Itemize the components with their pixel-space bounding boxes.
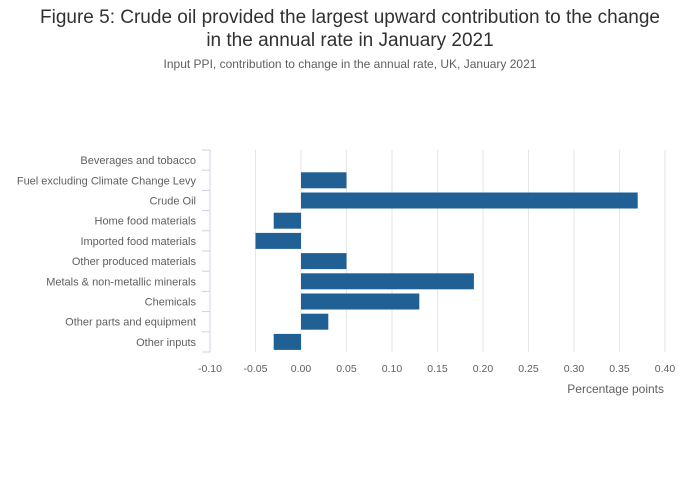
category-label: Crude Oil [150, 196, 196, 208]
x-axis-title: Percentage points [567, 382, 664, 396]
bar [301, 273, 474, 290]
category-label: Metals & non-metallic minerals [46, 276, 196, 288]
x-tick-labels: -0.10 -0.05 0.00 0.05 0.10 0.15 0.20 0.25 0.30 0.… [198, 363, 675, 375]
x-tick-label: 0.35 [609, 363, 630, 375]
category-label: Beverages and tobacco [80, 155, 196, 167]
chart-subtitle: Input PPI, contribution to change in the… [163, 57, 537, 71]
category-label: Other inputs [136, 337, 196, 349]
chart-title-line-2: in the annual rate in January 2021 [206, 30, 494, 51]
x-tick-label: 0.15 [427, 363, 448, 375]
x-tick-label: 0.10 [382, 363, 403, 375]
bar [273, 333, 301, 350]
category-labels: Beverages and tobacco Fuel excluding Clim… [17, 155, 197, 349]
chart-title: Figure 5: Crude oil provided the largest… [0, 6, 700, 52]
chart-title-line-1: Figure 5: Crude oil provided the largest… [40, 7, 660, 28]
category-label: Chemicals [145, 297, 197, 309]
x-tick-label: -0.10 [198, 363, 222, 375]
bar [301, 253, 347, 270]
bar [273, 212, 301, 229]
bar [255, 232, 301, 249]
x-tick-label: -0.05 [244, 363, 268, 375]
bar [301, 293, 420, 310]
bars [255, 172, 638, 350]
x-tick-label: 0.25 [518, 363, 539, 375]
category-label: Other parts and equipment [65, 317, 196, 329]
x-tick-label: 0.00 [291, 363, 312, 375]
category-label: Fuel excluding Climate Change Levy [17, 175, 197, 187]
bar [301, 172, 347, 189]
bar [301, 313, 329, 330]
bar [301, 192, 638, 209]
x-tick-label: 0.20 [473, 363, 494, 375]
x-tick-label: 0.05 [336, 363, 357, 375]
x-tick-label: 0.30 [564, 363, 585, 375]
category-label: Imported food materials [80, 236, 196, 248]
gridlines [202, 149, 666, 353]
category-label: Home food materials [95, 216, 197, 228]
category-label: Other produced materials [72, 256, 197, 268]
x-tick-label: 0.40 [655, 363, 676, 375]
